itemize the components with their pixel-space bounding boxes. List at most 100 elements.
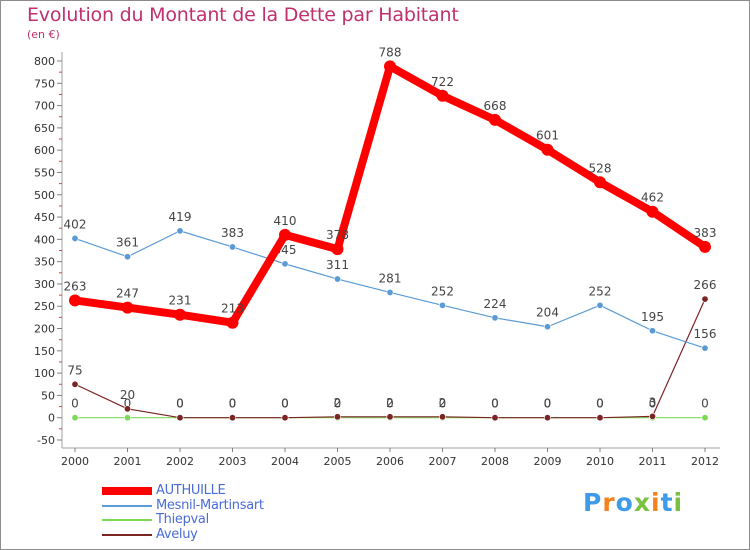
point-authuille-2012 [699,240,711,253]
data-label-thiepval-2004: 0 [281,397,289,411]
y-tick-label-600: 600 [34,144,55,157]
legend-label-mesnil-martinsart: Mesnil-Martinsart [156,497,264,513]
legend-swatch-thiepval [102,519,152,522]
point-mesnil-martinsart-2002 [176,227,184,235]
x-tick-label-2010: 2010 [586,455,614,468]
y-tick-label-200: 200 [34,323,55,336]
x-tick-label-2006: 2006 [376,455,404,468]
data-label-thiepval-2007: 0 [439,397,447,411]
y-tick-label-100: 100 [34,367,55,380]
point-thiepval-2001 [124,414,132,422]
point-mesnil-martinsart-2006 [386,288,394,296]
logo-letter: o [615,488,634,517]
x-tick-label-2009: 2009 [534,455,562,468]
x-tick-label-2012: 2012 [691,455,719,468]
y-tick-label-650: 650 [34,122,55,135]
data-label-thiepval-2005: 0 [334,397,342,411]
point-mesnil-martinsart-2000 [71,234,79,242]
data-label-thiepval-2006: 0 [386,397,394,411]
y-tick-label-750: 750 [34,77,55,90]
data-label-mesnil-martinsart-2009: 204 [536,306,559,320]
data-label-aveluy-2001: 20 [120,388,135,402]
point-mesnil-martinsart-2010 [596,301,604,309]
logo-letter: i [673,488,684,517]
y-tick-label-300: 300 [34,278,55,291]
point-authuille-2008 [489,113,501,126]
data-label-authuille-2000: 263 [64,279,87,293]
data-label-aveluy-2000: 75 [67,363,82,377]
point-aveluy-2004 [281,414,289,422]
data-label-mesnil-martinsart-2006: 281 [379,271,402,285]
x-tick-label-2008: 2008 [481,455,509,468]
data-label-authuille-2002: 231 [169,294,192,308]
data-label-mesnil-martinsart-2011: 195 [641,310,664,324]
logo-letter: x [633,488,651,517]
legend-item-mesnil-martinsart: Mesnil-Martinsart [102,497,264,514]
data-label-mesnil-martinsart-2008: 224 [484,297,507,311]
data-label-thiepval-2001: 0 [124,397,132,411]
data-label-mesnil-martinsart-2002: 419 [169,210,192,224]
legend-label-authuille: AUTHUILLE [156,483,226,499]
point-mesnil-martinsart-2012 [701,344,709,352]
data-label-thiepval-2010: 0 [596,397,604,411]
point-aveluy-2005 [333,413,341,421]
x-tick-label-2007: 2007 [429,455,457,468]
data-label-aveluy-2007: 2 [439,396,447,410]
data-label-mesnil-martinsart-2010: 252 [589,284,612,298]
logo-letter: t [660,488,674,517]
data-label-authuille-2003: 213 [221,302,244,316]
point-aveluy-2006 [386,413,394,421]
data-label-authuille-2009: 601 [536,129,559,143]
point-aveluy-2012 [701,295,709,303]
x-tick-label-2000: 2000 [61,455,89,468]
logo-letter: P [583,488,603,517]
data-label-aveluy-2006: 2 [386,396,394,410]
data-label-authuille-2008: 668 [484,99,507,113]
point-mesnil-martinsart-2003 [229,243,237,251]
data-label-authuille-2011: 462 [641,191,664,205]
data-label-aveluy-2002: 0 [176,397,184,411]
data-label-authuille-2005: 378 [326,228,349,242]
x-tick-label-2004: 2004 [271,455,299,468]
chart-subtitle: (en €) [27,28,60,41]
point-mesnil-martinsart-2009 [543,323,551,331]
point-aveluy-2011 [648,412,656,420]
point-mesnil-martinsart-2001 [124,253,132,261]
point-mesnil-martinsart-2004 [281,260,289,268]
x-tick-label-2001: 2001 [114,455,142,468]
point-authuille-2005 [331,243,344,256]
point-aveluy-2001 [124,405,132,413]
data-label-thiepval-2011: 0 [649,397,657,411]
point-authuille-2007 [436,89,449,102]
legend-item-thiepval: Thiepval [102,513,264,528]
point-authuille-2001 [121,301,134,314]
y-tick-label-700: 700 [34,100,55,113]
data-label-thiepval-2003: 0 [229,397,237,411]
y-tick-label-550: 550 [34,166,55,179]
y-tick-label-400: 400 [34,233,55,246]
point-authuille-2010 [594,176,606,189]
point-aveluy-2008 [491,414,499,422]
y-tick-label-350: 350 [34,256,55,269]
point-aveluy-2010 [596,414,604,422]
point-aveluy-2002 [176,414,184,422]
data-label-mesnil-martinsart-2005: 311 [326,258,349,272]
point-authuille-2011 [646,205,659,218]
proxiti-logo: Proxiti [583,488,683,517]
data-label-thiepval-2009: 0 [544,397,552,411]
point-aveluy-2003 [229,414,237,422]
point-thiepval-2000 [71,414,79,422]
data-label-thiepval-2008: 0 [491,397,499,411]
data-label-thiepval-2002: 0 [176,397,184,411]
point-thiepval-2012 [701,414,709,422]
data-label-thiepval-2012: 0 [701,397,709,411]
data-label-aveluy-2008: 0 [491,397,499,411]
legend-label-aveluy: Aveluy [156,526,198,542]
point-mesnil-martinsart-2011 [648,327,656,335]
data-label-aveluy-2009: 0 [544,397,552,411]
point-aveluy-2009 [543,414,551,422]
chart-title: Evolution du Montant de la Dette par Hab… [27,4,459,26]
data-label-aveluy-2011: 3 [649,395,657,409]
